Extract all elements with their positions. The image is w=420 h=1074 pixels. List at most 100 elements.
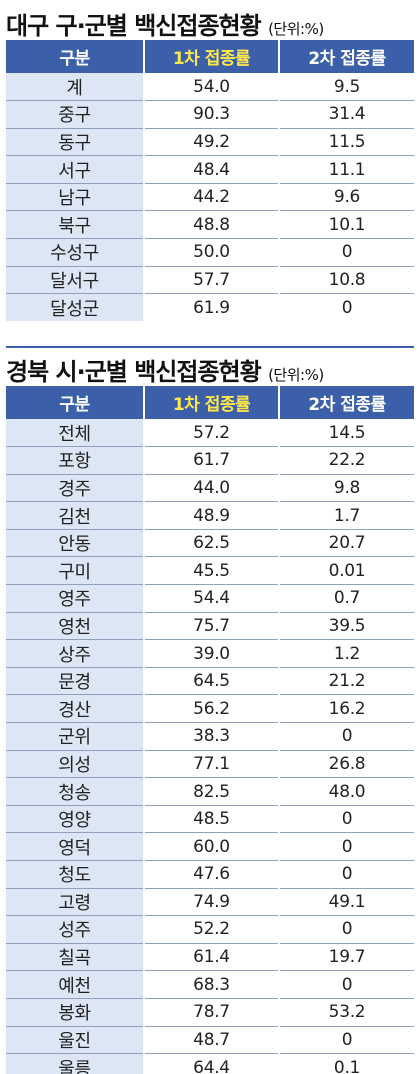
table-row: 계 54.0 9.5 — [6, 73, 414, 102]
first-dose-rate: 45.5 — [143, 556, 279, 586]
second-dose-rate: 31.4 — [278, 100, 414, 129]
region-name: 서구 — [6, 155, 144, 184]
table-row: 고령 74.9 49.1 — [6, 888, 414, 917]
header-second-dose-rate: 2차 접종률 — [278, 40, 414, 73]
gyeongbuk-unit: (단위:%) — [268, 366, 324, 384]
first-dose-rate: 57.7 — [143, 266, 279, 295]
first-dose-rate: 48.4 — [143, 155, 279, 184]
header-category: 구분 — [6, 386, 144, 419]
table-row: 군위 38.3 0 — [6, 722, 414, 751]
header-first-dose-rate: 1차 접종률 — [143, 386, 279, 419]
region-name: 상주 — [6, 639, 144, 668]
table-row: 영천 75.7 39.5 — [6, 612, 414, 641]
first-dose-rate: 74.9 — [143, 888, 279, 917]
region-name: 울릉 — [6, 1053, 144, 1074]
first-dose-rate: 78.7 — [143, 998, 279, 1027]
second-dose-rate: 0.01 — [278, 556, 414, 586]
second-dose-rate: 0 — [278, 832, 414, 861]
first-dose-rate: 54.0 — [143, 73, 279, 102]
second-dose-rate: 22.2 — [278, 446, 414, 475]
second-dose-rate: 0 — [278, 722, 414, 751]
region-name: 남구 — [6, 183, 144, 212]
second-dose-rate: 19.7 — [278, 943, 414, 972]
daegu-unit: (단위:%) — [268, 20, 324, 38]
second-dose-rate: 53.2 — [278, 998, 414, 1027]
first-dose-rate: 44.0 — [143, 474, 279, 503]
second-dose-rate: 9.6 — [278, 183, 414, 212]
table-row: 서구 48.4 11.1 — [6, 155, 414, 184]
first-dose-rate: 44.2 — [143, 183, 279, 212]
first-dose-rate: 64.5 — [143, 667, 279, 696]
table-row: 칠곡 61.4 19.7 — [6, 943, 414, 972]
region-name: 구미 — [6, 556, 144, 586]
table-row: 경주 44.0 9.8 — [6, 474, 414, 503]
header-second-dose-rate: 2차 접종률 — [278, 386, 414, 419]
first-dose-rate: 62.5 — [143, 529, 279, 558]
second-dose-rate: 16.2 — [278, 694, 414, 724]
second-dose-rate: 0 — [278, 860, 414, 889]
table-row: 남구 44.2 9.6 — [6, 183, 414, 212]
second-dose-rate: 49.1 — [278, 888, 414, 917]
region-name: 울진 — [6, 1026, 144, 1055]
gyeongbuk-title-text: 경북 시·군별 백신접종현황 — [6, 358, 262, 386]
daegu-table-body: 계 54.0 9.5 중구 90.3 31.4 동구 49.2 11.5 서구 48.4 11.1 남구… — [6, 73, 414, 322]
region-name: 영덕 — [6, 832, 144, 861]
table-row: 청도 47.6 0 — [6, 860, 414, 889]
table-row: 청송 82.5 48.0 — [6, 777, 414, 806]
table-row: 북구 48.8 10.1 — [6, 210, 414, 240]
region-name: 경주 — [6, 474, 144, 503]
header-first-dose-rate: 1차 접종률 — [143, 40, 279, 73]
region-name: 예천 — [6, 970, 144, 999]
table-row: 구미 45.5 0.01 — [6, 556, 414, 586]
table-row: 달성군 61.9 0 — [6, 293, 414, 322]
first-dose-rate: 64.4 — [143, 1053, 279, 1074]
first-dose-rate: 82.5 — [143, 777, 279, 806]
second-dose-rate: 0 — [278, 970, 414, 999]
first-dose-rate: 48.8 — [143, 210, 279, 240]
second-dose-rate: 11.1 — [278, 155, 414, 184]
first-dose-rate: 38.3 — [143, 722, 279, 751]
table-row: 영덕 60.0 0 — [6, 832, 414, 861]
region-name: 봉화 — [6, 998, 144, 1027]
first-dose-rate: 48.7 — [143, 1026, 279, 1055]
region-name: 칠곡 — [6, 943, 144, 972]
region-name: 김천 — [6, 501, 144, 530]
region-name: 달서구 — [6, 266, 144, 295]
table-row: 김천 48.9 1.7 — [6, 501, 414, 530]
first-dose-rate: 49.2 — [143, 128, 279, 157]
second-dose-rate: 21.2 — [278, 667, 414, 696]
second-dose-rate: 9.5 — [278, 73, 414, 102]
first-dose-rate: 39.0 — [143, 639, 279, 668]
table-row: 수성구 50.0 0 — [6, 238, 414, 267]
table-row: 상주 39.0 1.2 — [6, 639, 414, 668]
second-dose-rate: 26.8 — [278, 750, 414, 779]
first-dose-rate: 47.6 — [143, 860, 279, 889]
region-name: 성주 — [6, 915, 144, 944]
region-name: 영양 — [6, 805, 144, 834]
region-name: 영주 — [6, 584, 144, 613]
region-name: 계 — [6, 73, 144, 102]
table-row: 성주 52.2 0 — [6, 915, 414, 944]
daegu-title: 대구 구·군별 백신접종현황 (단위:%) — [6, 6, 324, 41]
table-row: 달서구 57.7 10.8 — [6, 266, 414, 295]
second-dose-rate: 1.2 — [278, 639, 414, 668]
table-row: 영양 48.5 0 — [6, 805, 414, 834]
first-dose-rate: 90.3 — [143, 100, 279, 129]
second-dose-rate: 0.7 — [278, 584, 414, 613]
second-dose-rate: 20.7 — [278, 529, 414, 558]
second-dose-rate: 9.8 — [278, 474, 414, 503]
region-name: 군위 — [6, 722, 144, 751]
table-row: 예천 68.3 0 — [6, 970, 414, 999]
region-name: 의성 — [6, 750, 144, 779]
region-name: 안동 — [6, 529, 144, 558]
region-name: 북구 — [6, 210, 144, 240]
daegu-table-bottom-border — [6, 346, 414, 348]
table-row: 문경 64.5 21.2 — [6, 667, 414, 696]
table-row: 영주 54.4 0.7 — [6, 584, 414, 613]
first-dose-rate: 52.2 — [143, 915, 279, 944]
region-name: 문경 — [6, 667, 144, 696]
table-row: 울릉 64.4 0.1 — [6, 1053, 414, 1074]
daegu-title-text: 대구 구·군별 백신접종현황 — [6, 12, 262, 40]
table-row: 전체 57.2 14.5 — [6, 419, 414, 448]
region-name: 수성구 — [6, 238, 144, 267]
